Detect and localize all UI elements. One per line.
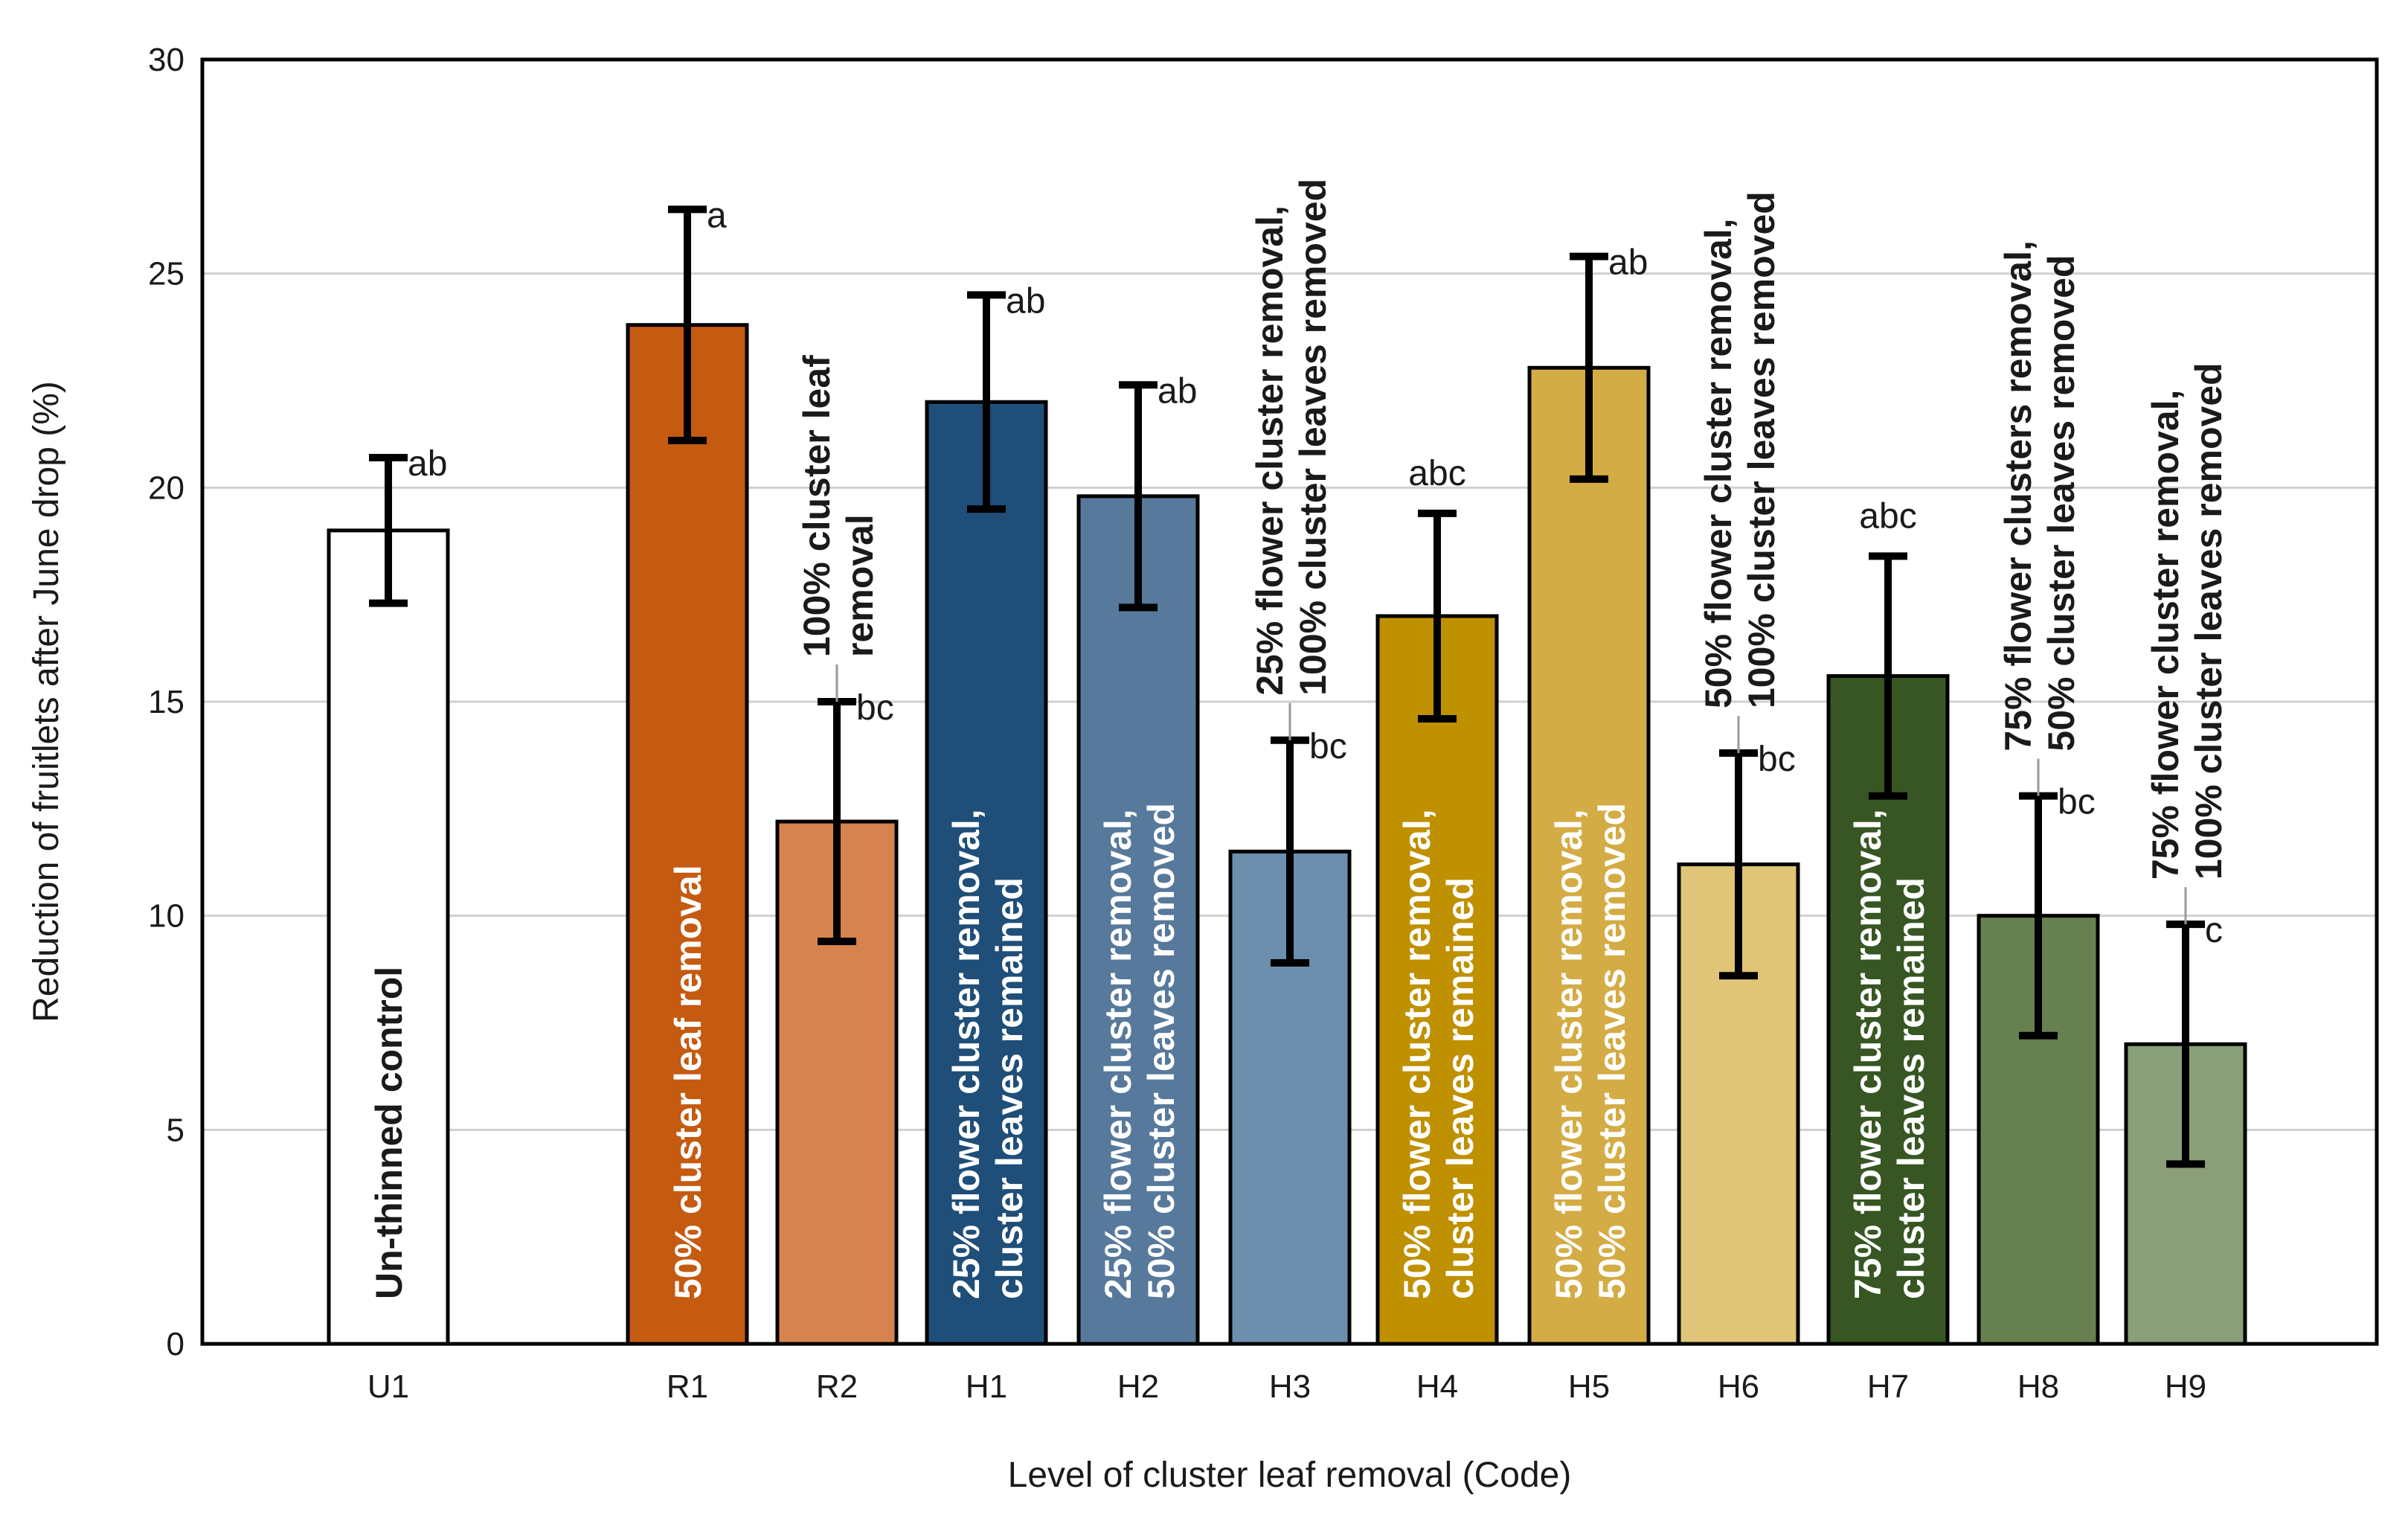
treatment-label: 100% cluster leaves removed xyxy=(2188,362,2229,880)
bar-h4 xyxy=(1375,614,1499,1346)
x-tick-label: U1 xyxy=(367,1368,409,1405)
treatment-label: cluster leaves remained xyxy=(1439,877,1481,1299)
treatment-label: removal xyxy=(839,514,881,657)
significance-letter: ab xyxy=(1006,281,1045,321)
treatment-label: 50% cluster leaves removed xyxy=(1591,803,1633,1299)
treatment-label: 25% flower cluster removal, xyxy=(945,809,987,1299)
treatment-label: 25% flower cluster removal, xyxy=(1097,809,1139,1299)
x-tick-label: H4 xyxy=(1416,1368,1458,1405)
x-tick-label: H8 xyxy=(2017,1368,2059,1405)
y-tick-label: 30 xyxy=(148,42,184,78)
x-tick-label: H3 xyxy=(1269,1368,1311,1405)
significance-letter: c xyxy=(2205,911,2223,950)
treatment-label: 50% flower cluster removal, xyxy=(1698,218,1739,708)
y-axis-title: Reduction of fruitlets after June drop (… xyxy=(27,381,66,1022)
y-tick-label: 5 xyxy=(167,1112,184,1148)
treatment-label: 25% flower cluster removal, xyxy=(1249,205,1291,696)
x-axis-ticks: U1 R1 R2 H1 H2 H3 H4 H5 H6 H7 H8 H9 xyxy=(367,1368,2206,1405)
significance-letter: a xyxy=(707,196,727,235)
significance-letter: bc xyxy=(856,688,894,728)
bars: ab Un-thinned control a 50% cluster leaf re… xyxy=(327,179,2247,1346)
treatment-label: 50% cluster leaf removal xyxy=(667,865,709,1299)
y-tick-label: 0 xyxy=(167,1326,184,1362)
x-tick-label: H2 xyxy=(1117,1368,1159,1405)
treatment-label: 75% flower cluster removal, xyxy=(1847,809,1889,1299)
significance-letter: abc xyxy=(1859,496,1916,536)
bar-h5 xyxy=(1527,365,1651,1346)
treatment-label: 100% cluster leaf xyxy=(796,355,838,657)
treatment-label: 50% flower cluster removal, xyxy=(1548,809,1590,1299)
y-axis-ticks: 0 5 10 15 20 25 30 xyxy=(148,42,184,1362)
treatment-label: 75% flower cluster removal, xyxy=(2145,390,2186,880)
x-tick-label: R1 xyxy=(667,1368,708,1405)
treatment-label: 100% cluster leaves removed xyxy=(1741,191,1782,708)
y-tick-label: 25 xyxy=(148,256,184,292)
treatment-label: cluster leaves remained xyxy=(1890,877,1932,1299)
x-tick-label: H5 xyxy=(1568,1368,1610,1405)
x-tick-label: H6 xyxy=(1718,1368,1759,1405)
bar-h1 xyxy=(925,400,1048,1346)
x-axis-title: Level of cluster leaf removal (Code) xyxy=(1008,1455,1572,1495)
significance-letter: abc xyxy=(1408,454,1465,493)
significance-letter: ab xyxy=(1608,243,1648,283)
y-tick-label: 10 xyxy=(148,898,184,935)
treatment-label: 50% cluster leaves removed xyxy=(1140,803,1182,1299)
x-tick-label: H9 xyxy=(2165,1368,2206,1405)
bar-h2 xyxy=(1076,494,1200,1346)
y-tick-label: 15 xyxy=(148,684,184,720)
treatment-label: 50% flower cluster removal, xyxy=(1396,809,1438,1299)
significance-letter: bc xyxy=(1758,740,1796,779)
significance-letter: ab xyxy=(408,444,447,484)
treatment-label: cluster leaves remained xyxy=(989,877,1030,1299)
treatment-label: 50% cluster leaves removed xyxy=(2041,254,2082,751)
x-tick-label: R2 xyxy=(816,1368,858,1405)
y-tick-label: 20 xyxy=(148,470,184,506)
significance-letter: bc xyxy=(2058,783,2096,822)
bar-u1 xyxy=(327,528,450,1346)
significance-letter: bc xyxy=(1309,727,1347,766)
treatment-label: 75% flower clusters removal, xyxy=(1997,240,2039,751)
x-tick-label: H7 xyxy=(1867,1368,1909,1405)
x-tick-label: H1 xyxy=(966,1368,1007,1405)
significance-letter: ab xyxy=(1158,371,1197,411)
plot-frame xyxy=(200,57,2379,1346)
treatment-label: Un-thinned control xyxy=(368,967,410,1299)
treatment-label: 100% cluster leaves removed xyxy=(1292,179,1334,696)
